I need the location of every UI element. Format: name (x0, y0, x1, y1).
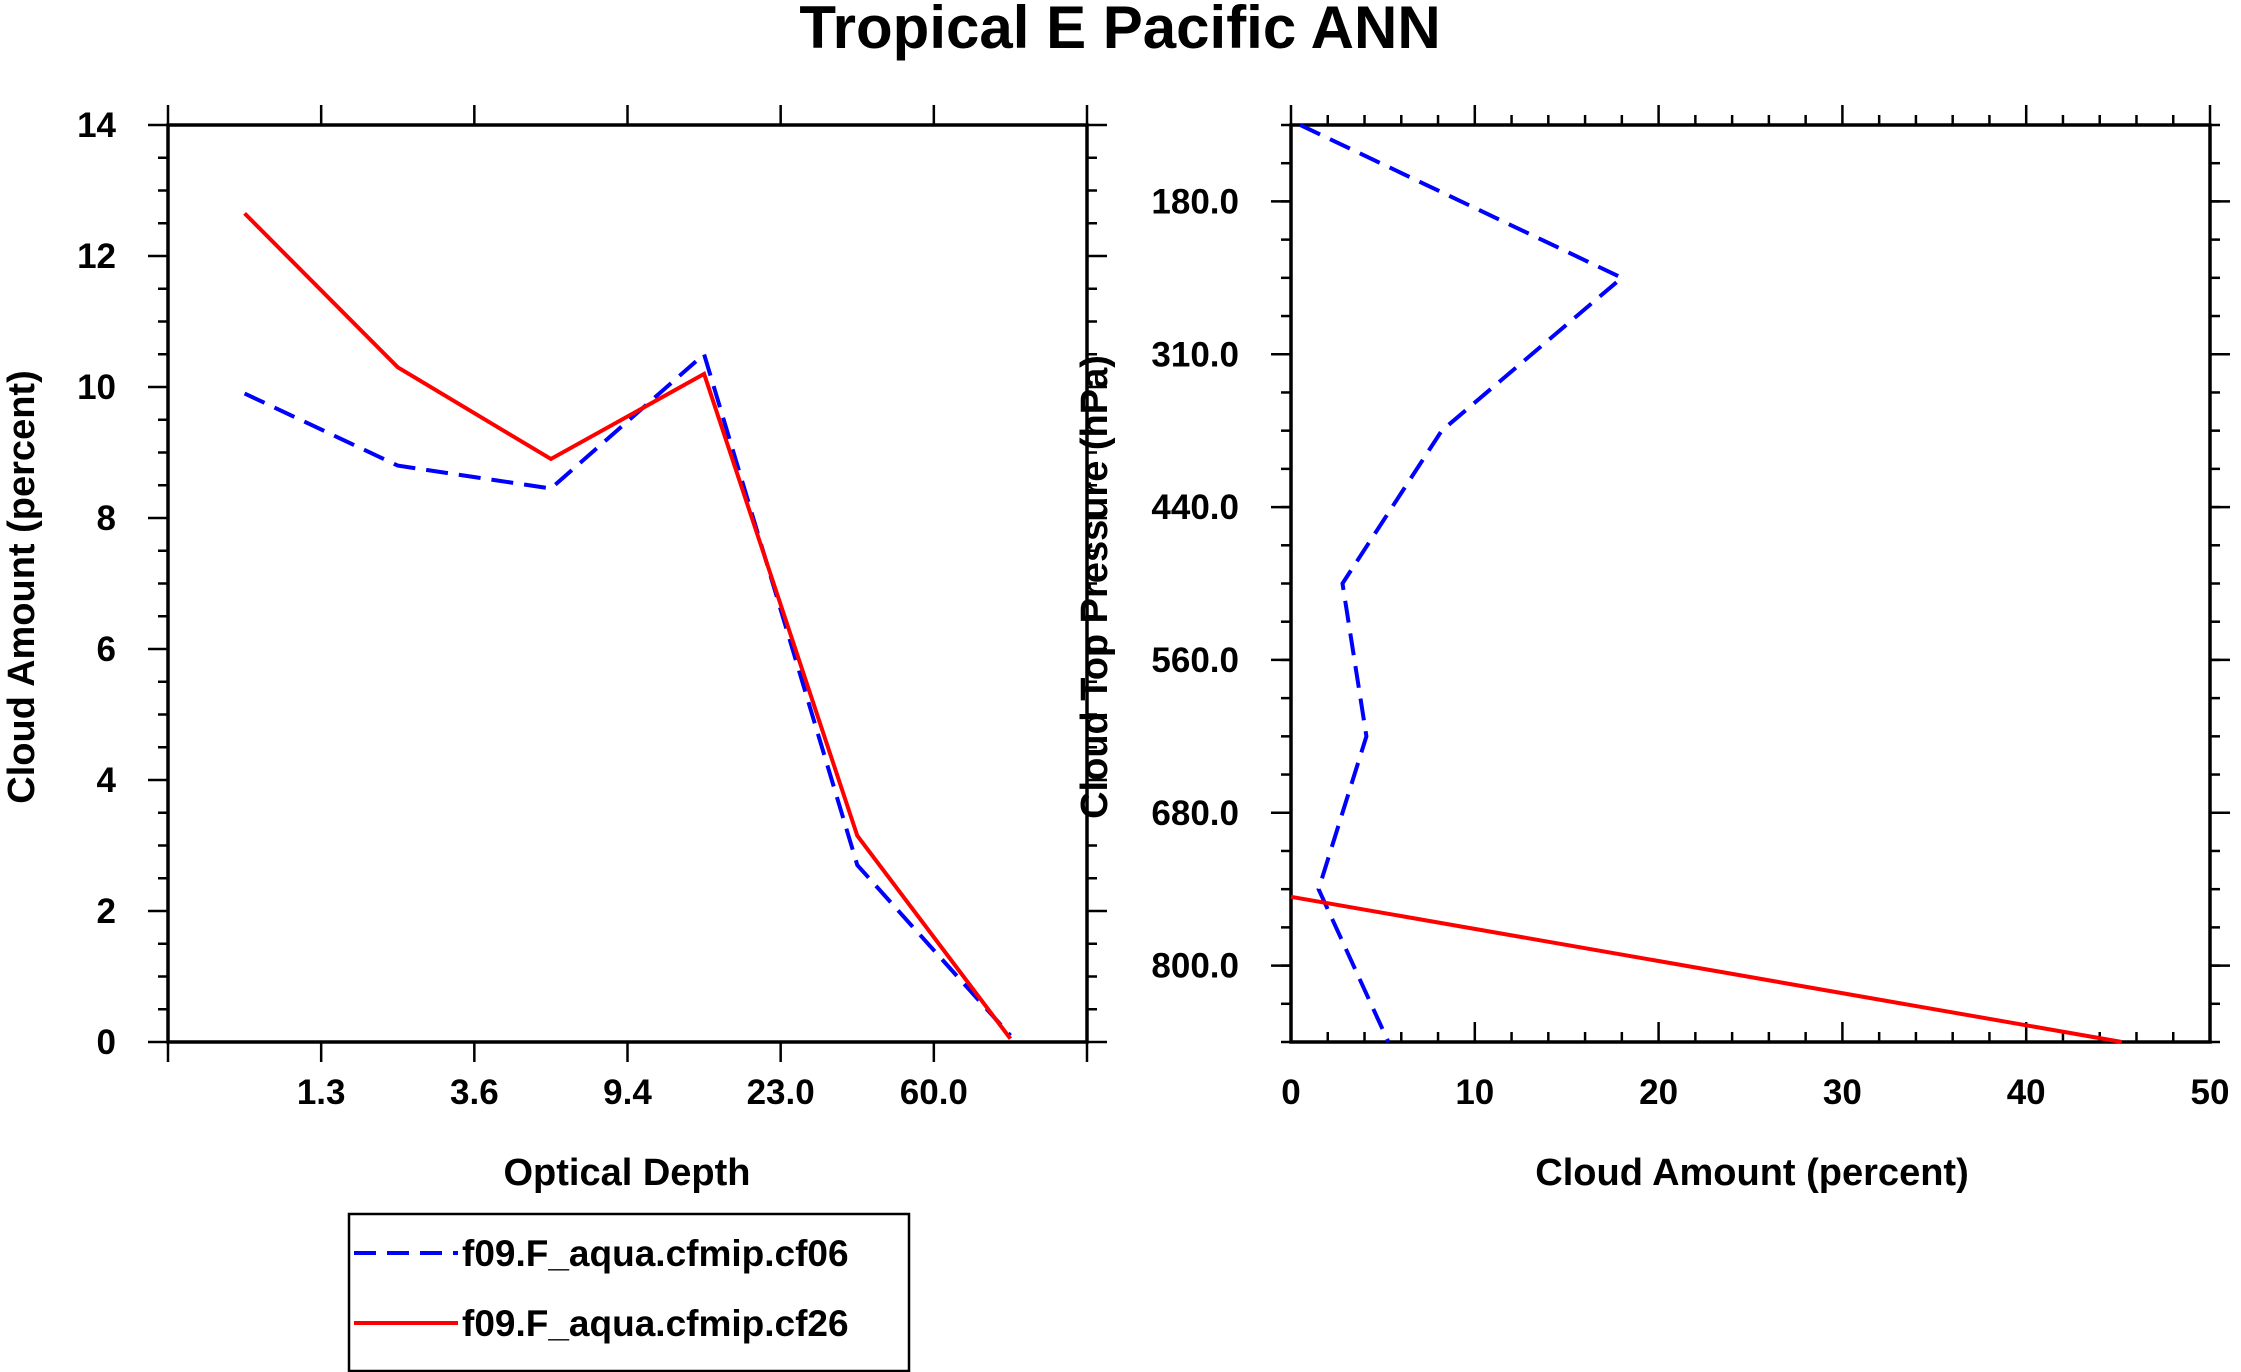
right-plot-panel: 0 10 20 30 40 50 180.0 310.0 440.0 560.0 680.0 800.… (1151, 105, 2230, 1112)
left-plot-frame (166, 123, 1089, 1044)
right-y-tick-label: 310.0 (1151, 335, 1239, 374)
right-x-tick-label: 10 (1455, 1073, 1494, 1112)
left-y-tick-label: 10 (77, 368, 116, 407)
left-y-tick-label: 14 (77, 106, 116, 145)
left-x-tick-label: 1.3 (297, 1073, 346, 1112)
left-plot-panel: 0 2 4 6 8 10 12 14 1.3 3.6 9.4 23.0 60.0 (77, 105, 1107, 1112)
left-y-tick-label: 2 (97, 892, 116, 931)
left-x-tick-label: 23.0 (747, 1073, 815, 1112)
right-series-line-cf26 (1290, 894, 2123, 1044)
legend: f09.F_aqua.cfmip.cf06 f09.F_aqua.cfmip.c… (347, 1212, 911, 1372)
right-x-tick-label: 0 (1281, 1073, 1300, 1112)
chart-title: Tropical E Pacific ANN (799, 0, 1440, 61)
right-x-tick-label: 40 (2007, 1073, 2046, 1112)
left-y-tick-label: 8 (97, 499, 116, 538)
right-y-tick-label: 680.0 (1151, 794, 1239, 833)
right-y-tick-label: 560.0 (1151, 641, 1239, 680)
right-plot-frame (1289, 123, 2212, 1044)
right-y-axis-label: Cloud Top Pressure (hPa) (1074, 355, 1116, 819)
left-y-tick-label: 4 (97, 761, 117, 800)
left-y-tick-label: 6 (97, 630, 116, 669)
right-x-tick-label: 50 (2191, 1073, 2230, 1112)
left-y-axis-label: Cloud Amount (percent) (1, 370, 43, 803)
right-y-tick-label: 800.0 (1151, 947, 1239, 986)
left-y-tick-label: 0 (97, 1023, 116, 1062)
left-series-line-cf06 (243, 350, 1012, 1037)
left-series-line-cf26 (243, 211, 1012, 1040)
left-x-tick-label: 60.0 (900, 1073, 968, 1112)
legend-label-cf06: f09.F_aqua.cfmip.cf06 (462, 1233, 849, 1274)
right-x-tick-label: 20 (1639, 1073, 1678, 1112)
right-series-line-cf06 (1299, 123, 1626, 1043)
legend-box (347, 1212, 911, 1372)
legend-label-cf26: f09.F_aqua.cfmip.cf26 (462, 1303, 849, 1344)
left-x-axis-label: Optical Depth (503, 1152, 750, 1194)
right-y-tick-label: 180.0 (1151, 182, 1239, 221)
right-x-tick-label: 30 (1823, 1073, 1862, 1112)
left-x-tick-label: 9.4 (603, 1073, 652, 1112)
right-x-axis-label: Cloud Amount (percent) (1535, 1152, 1968, 1194)
left-x-tick-label: 3.6 (450, 1073, 499, 1112)
left-y-tick-label: 12 (77, 237, 116, 276)
right-y-tick-label: 440.0 (1151, 488, 1239, 527)
